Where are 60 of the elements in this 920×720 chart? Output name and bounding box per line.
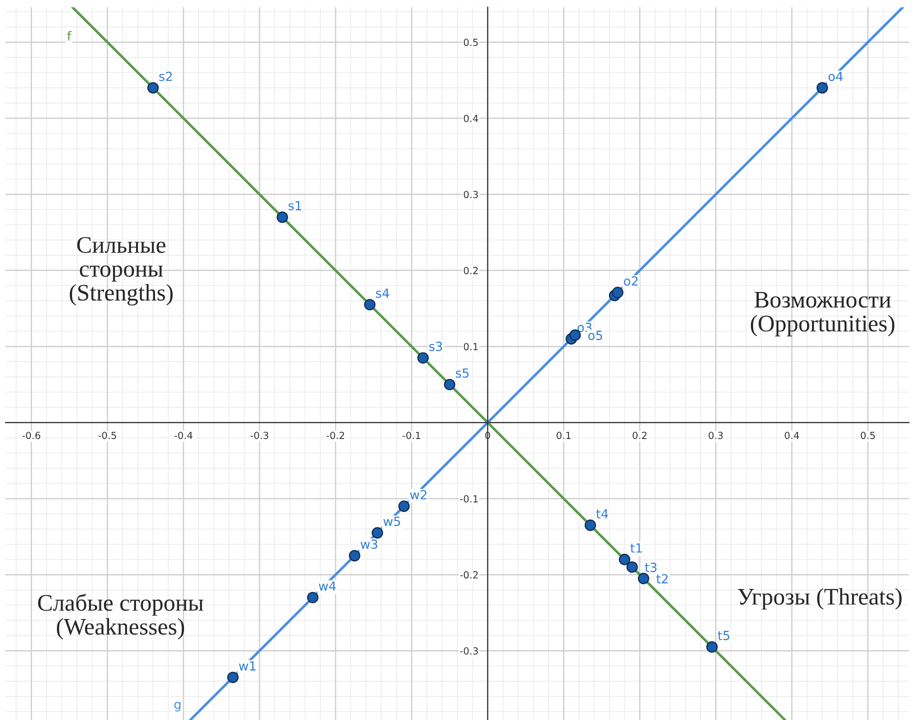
annotation: Сильные стороны (Strengths) — [70, 237, 173, 306]
annotation: Возможности (Opportunities) — [750, 292, 894, 336]
y-tick-label: -0.2 — [460, 571, 478, 579]
point — [417, 352, 429, 364]
point — [612, 286, 624, 298]
data-label: w1 — [238, 661, 256, 670]
point — [618, 554, 630, 566]
data-label: s4 — [376, 288, 390, 298]
data-label: w2 — [410, 490, 426, 500]
point — [227, 672, 239, 684]
y-tick-label: 0.3 — [464, 190, 478, 198]
series-label: f — [67, 31, 72, 41]
y-tick-label: 0.2 — [464, 266, 478, 274]
point — [364, 298, 376, 310]
y-tick-label: 0.5 — [464, 38, 478, 46]
x-tick-label: 0.1 — [556, 432, 571, 440]
x-tick-label: 0.5 — [860, 432, 875, 440]
point — [276, 211, 288, 223]
point — [816, 82, 828, 94]
y-tick-label: -0.3 — [460, 647, 478, 655]
data-label: t2 — [656, 574, 668, 584]
point — [398, 500, 410, 512]
data-label: w3 — [360, 539, 378, 549]
point — [638, 572, 650, 584]
point — [147, 82, 159, 94]
annotation: Слабые стороны (Weaknesses) — [38, 594, 204, 640]
data-label: t5 — [718, 630, 730, 640]
x-tick-label: -0.4 — [174, 432, 192, 440]
data-label: s3 — [429, 342, 442, 352]
x-tick-label: -0.2 — [326, 432, 344, 440]
data-label: s1 — [288, 201, 302, 210]
point — [307, 592, 318, 604]
y-tick-label: 0.1 — [464, 342, 478, 350]
data-label: t1 — [630, 543, 642, 553]
point — [348, 550, 360, 562]
data-label: w5 — [383, 516, 400, 526]
data-label: t3 — [644, 562, 656, 572]
data-label: s2 — [159, 72, 172, 82]
data-label: o2 — [624, 276, 638, 286]
x-tick-label: -0.1 — [402, 432, 420, 440]
annotation: Угрозы (Threats) — [738, 588, 902, 610]
point — [584, 520, 596, 531]
x-tick-label: 0.2 — [632, 432, 647, 440]
x-tick-label: 0.4 — [784, 432, 800, 440]
point — [444, 378, 456, 390]
y-tick-label: -0.1 — [460, 495, 478, 502]
point — [706, 641, 718, 653]
x-tick-label: -0.5 — [98, 432, 116, 440]
point — [626, 561, 638, 573]
point — [372, 527, 384, 539]
series-label: g — [174, 702, 180, 712]
data-label: s5 — [456, 368, 469, 378]
data-label: t4 — [596, 509, 608, 518]
data-label: o5 — [588, 330, 602, 340]
data-label: o4 — [828, 72, 843, 82]
x-tick-label: -0.3 — [250, 432, 268, 440]
data-label: w4 — [318, 581, 336, 591]
x-tick-label: -0.6 — [22, 432, 40, 440]
x-tick-label: 0.3 — [708, 432, 723, 440]
y-tick-label: 0.4 — [464, 114, 478, 122]
